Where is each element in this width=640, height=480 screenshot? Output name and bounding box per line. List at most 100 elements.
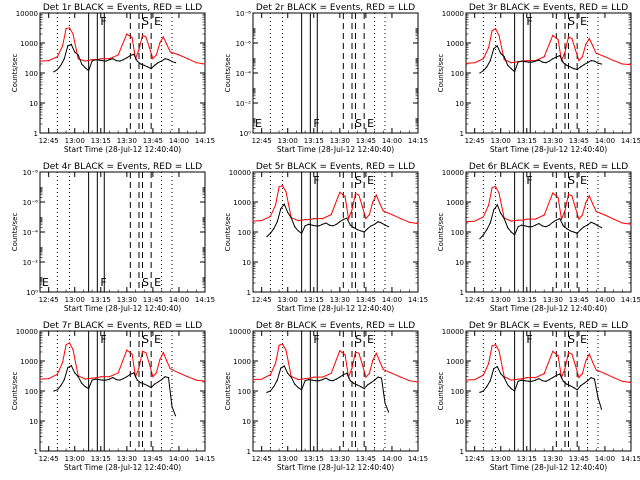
- data-point: [370, 225, 372, 227]
- data-point: [522, 219, 524, 221]
- x-tick-label: 13:15: [304, 137, 324, 145]
- data-point: [351, 209, 353, 211]
- data-point: [167, 59, 170, 61]
- x-tick-label: 14:00: [169, 455, 189, 463]
- data-point: [527, 226, 530, 228]
- data-point: [88, 70, 90, 72]
- y-axis-label: Counts/sec: [224, 213, 232, 252]
- data-point: [560, 218, 563, 220]
- y-tick-label: 10⁻²: [23, 259, 39, 267]
- x-tick-label: 13:15: [91, 137, 111, 145]
- x-tick-label: 12:45: [39, 296, 59, 304]
- data-point: [465, 379, 467, 381]
- data-point: [580, 66, 582, 68]
- data-point: [321, 223, 324, 225]
- data-point: [100, 376, 102, 378]
- data-point: [108, 378, 111, 380]
- data-point: [347, 218, 350, 220]
- marker-letter-f: F: [526, 174, 532, 187]
- panel-det-2r: Det 2r BLACK = Events, RED = LLD 10⁰ 10⁻² 1…: [224, 3, 428, 154]
- data-point: [356, 384, 358, 386]
- data-point: [174, 62, 177, 64]
- data-point: [521, 379, 523, 381]
- data-point: [67, 45, 69, 47]
- marker-letter-e: E: [580, 333, 587, 346]
- data-point: [581, 214, 584, 216]
- data-point: [374, 223, 376, 225]
- data-point: [491, 345, 493, 347]
- y-tick-label: 1000: [20, 358, 38, 366]
- data-point: [571, 353, 573, 355]
- data-point: [358, 352, 360, 354]
- data-point: [126, 376, 128, 378]
- data-point: [604, 214, 606, 216]
- data-point: [53, 390, 55, 392]
- data-point: [379, 361, 381, 363]
- data-point: [266, 236, 268, 238]
- data-point: [583, 382, 585, 384]
- data-point: [571, 195, 573, 197]
- y-axis-label: Counts/sec: [11, 54, 19, 93]
- x-axis-label: Start Time (28-Jul-12 12:40:40): [490, 145, 607, 154]
- data-point: [494, 344, 497, 346]
- data-point: [278, 186, 280, 188]
- x-tick-label: 13:30: [543, 455, 563, 463]
- y-tick-label: 100: [25, 70, 38, 78]
- data-point: [136, 60, 138, 62]
- x-tick-label: 12:45: [465, 296, 485, 304]
- data-point: [65, 28, 67, 30]
- chart-title: Det 4r BLACK = Events, RED = LLD: [43, 162, 202, 172]
- y-tick-label: 10: [242, 418, 251, 426]
- data-point: [557, 197, 559, 199]
- y-tick-label: 10000: [16, 10, 38, 18]
- data-point: [164, 376, 166, 378]
- series-line-events: [53, 364, 176, 416]
- y-tick-label: 10000: [442, 328, 464, 336]
- marker-letter-f: F: [313, 333, 319, 346]
- data-point: [360, 230, 362, 232]
- y-tick-label: 10000: [16, 328, 38, 336]
- data-point: [524, 61, 526, 63]
- data-point: [488, 363, 490, 365]
- data-point: [166, 43, 168, 46]
- x-tick-label: 12:45: [465, 455, 485, 463]
- data-point: [493, 209, 495, 211]
- plot-frame: [252, 171, 419, 293]
- data-point: [39, 60, 41, 62]
- data-point: [600, 408, 603, 410]
- y-tick-label: 1000: [233, 199, 251, 207]
- data-point: [567, 193, 570, 195]
- data-point: [304, 378, 306, 380]
- x-tick-label: 13:15: [304, 296, 324, 304]
- y-axis-label: Counts/sec: [224, 372, 232, 411]
- x-tick-label: 13:00: [491, 455, 511, 463]
- data-point: [552, 377, 554, 379]
- data-point: [122, 378, 124, 380]
- data-point: [503, 59, 505, 61]
- data-point: [339, 376, 341, 378]
- data-point: [566, 64, 568, 66]
- data-point: [486, 386, 488, 388]
- data-point: [358, 194, 360, 196]
- data-point: [365, 218, 367, 220]
- plot-frame: [465, 330, 632, 452]
- data-point: [500, 52, 502, 55]
- data-point: [141, 34, 144, 36]
- data-point: [590, 60, 592, 62]
- data-point: [514, 234, 516, 236]
- data-point: [84, 60, 86, 62]
- data-point: [171, 406, 173, 408]
- data-point: [486, 229, 488, 231]
- data-point: [630, 223, 632, 225]
- data-point: [95, 59, 97, 61]
- x-axis-label: Start Time (28-Jul-12 12:40:40): [490, 304, 607, 313]
- marker-letter-e-left: E: [42, 276, 49, 289]
- data-point: [571, 38, 573, 40]
- marker-letter-e: E: [367, 117, 374, 130]
- data-point: [543, 373, 545, 375]
- data-point: [56, 373, 59, 375]
- data-point: [273, 228, 275, 230]
- data-point: [39, 378, 41, 380]
- chart-title: Det 9r BLACK = Events, RED = LLD: [469, 321, 628, 331]
- data-point: [115, 60, 117, 62]
